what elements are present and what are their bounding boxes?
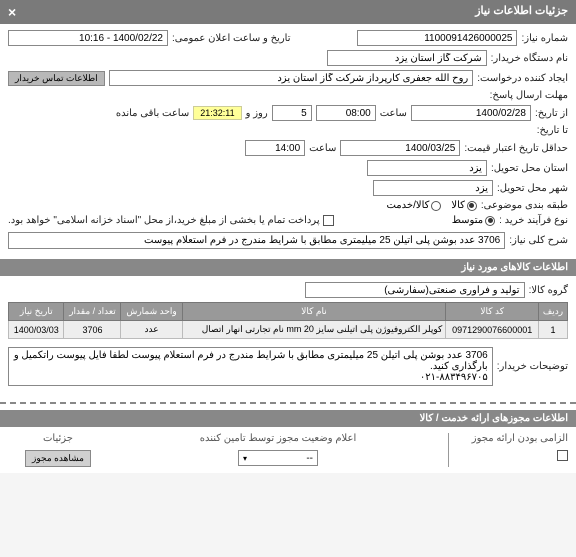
- mandatory-check[interactable]: [557, 450, 568, 461]
- requester-input[interactable]: [109, 70, 474, 86]
- permits-left-col: جزئیات مشاهده مجوز: [8, 433, 108, 467]
- cell-row: 1: [539, 321, 568, 339]
- separator: [0, 402, 576, 404]
- col-row: ردیف: [539, 303, 568, 321]
- table-header-row: ردیف کد کالا نام کالا واحد شمارش تعداد /…: [9, 303, 568, 321]
- main-form: شماره نیاز: تاریخ و ساعت اعلان عمومی: نا…: [0, 24, 576, 259]
- buyer-org-input[interactable]: [327, 50, 487, 66]
- time-label-2: ساعت: [309, 143, 336, 154]
- from-label: از تاریخ:: [535, 108, 568, 119]
- announce-label: تاریخ و ساعت اعلان عمومی:: [172, 33, 291, 44]
- need-no-label: شماره نیاز:: [521, 33, 568, 44]
- dropdown-value: --: [306, 453, 313, 464]
- day-label: روز و: [246, 108, 268, 119]
- validity-label: حداقل تاریخ اعتبار قیمت:: [464, 143, 568, 154]
- mandatory-label: الزامی بودن ارائه مجوز: [457, 433, 568, 444]
- package-radio-group: کالا کالا/خدمت: [386, 200, 476, 211]
- treasury-label: پرداخت تمام یا بخشی از مبلغ خرید،از محل …: [8, 215, 320, 226]
- col-name: نام کالا: [182, 303, 446, 321]
- group-input[interactable]: [305, 282, 525, 298]
- col-code: کد کالا: [446, 303, 539, 321]
- radio-goods-label: کالا: [451, 200, 465, 211]
- city-label: شهر محل تحویل:: [497, 183, 568, 194]
- province-label: استان محل تحویل:: [491, 163, 568, 174]
- cell-name: کوپلر الکتروفیوژن پلی اتیلنی سایز 20 mm …: [182, 321, 446, 339]
- radio-dot-icon: [467, 201, 477, 211]
- days-input[interactable]: [272, 105, 312, 121]
- group-label: گروه کالا:: [529, 285, 568, 296]
- from-time-input[interactable]: [316, 105, 376, 121]
- validity-date-input[interactable]: [340, 140, 460, 156]
- status-label: اعلام وضعیت مجوز توسط تامین کننده: [118, 433, 438, 444]
- table-row: 1 0971290076600001 کوپلر الکتروفیوژن پلی…: [9, 321, 568, 339]
- page-container: جزئیات اطلاعات نیاز × شماره نیاز: تاریخ …: [0, 0, 576, 473]
- buyer-org-label: نام دستگاه خریدار:: [491, 53, 568, 64]
- buyer-note-label: توضیحات خریدار:: [497, 361, 568, 372]
- cell-qty: 3706: [64, 321, 121, 339]
- close-icon[interactable]: ×: [8, 4, 16, 20]
- process-radio-group: متوسط: [452, 215, 495, 226]
- items-table: ردیف کد کالا نام کالا واحد شمارش تعداد /…: [8, 302, 568, 339]
- need-no-input[interactable]: [357, 30, 517, 46]
- radio-goods[interactable]: کالا: [451, 200, 477, 211]
- to-label: تا تاریخ:: [537, 125, 568, 136]
- radio-dot-icon: [485, 216, 495, 226]
- radio-goods-service-label: کالا/خدمت: [386, 200, 429, 211]
- page-title: جزئیات اطلاعات نیاز: [475, 4, 568, 20]
- countdown-badge: 21:32:11: [193, 106, 241, 120]
- col-qty: تعداد / مقدار: [64, 303, 121, 321]
- col-date: تاریخ نیاز: [9, 303, 64, 321]
- radio-goods-service[interactable]: کالا/خدمت: [386, 200, 441, 211]
- items-header: اطلاعات کالاهای مورد نیاز: [0, 259, 576, 276]
- radio-medium[interactable]: متوسط: [452, 215, 495, 226]
- remain-label: ساعت باقی مانده: [116, 108, 189, 119]
- permits-mid-col: اعلام وضعیت مجوز توسط تامین کننده --: [118, 433, 438, 467]
- cell-date: 1400/03/03: [9, 321, 64, 339]
- radio-dot-icon: [431, 201, 441, 211]
- from-date-input[interactable]: [411, 105, 531, 121]
- buyer-note-text[interactable]: 3706 عدد بوشن پلی اتیلن 25 میلیمتری مطاب…: [8, 347, 493, 386]
- time-label-1: ساعت: [380, 108, 407, 119]
- package-label: طبقه بندی موضوعی:: [481, 200, 568, 211]
- requester-label: ایجاد کننده درخواست:: [477, 73, 568, 84]
- deadline-label: مهلت ارسال پاسخ:: [498, 90, 568, 101]
- treasury-check[interactable]: پرداخت تمام یا بخشی از مبلغ خرید،از محل …: [8, 215, 334, 226]
- detail-label: جزئیات: [8, 433, 108, 444]
- checkbox-icon: [557, 450, 568, 461]
- cell-unit: عدد: [121, 321, 182, 339]
- permits-right-col: الزامی بودن ارائه مجوز: [448, 433, 568, 467]
- checkbox-icon: [323, 215, 334, 226]
- col-unit: واحد شمارش: [121, 303, 182, 321]
- cell-code: 0971290076600001: [446, 321, 539, 339]
- process-label: نوع فرآیند خرید :: [499, 215, 568, 226]
- permits-header: اطلاعات مجوزهای ارائه خدمت / کالا: [0, 410, 576, 427]
- city-input[interactable]: [373, 180, 493, 196]
- validity-time-input[interactable]: [245, 140, 305, 156]
- contact-button[interactable]: اطلاعات تماس خریدار: [8, 71, 105, 86]
- radio-medium-label: متوسط: [452, 215, 483, 226]
- title-bar: جزئیات اطلاعات نیاز ×: [0, 0, 576, 24]
- desc-text[interactable]: 3706 عدد بوشن پلی اتیلن 25 میلیمتری مطاب…: [8, 232, 505, 249]
- desc-label: شرح کلی نیاز:: [509, 235, 568, 246]
- view-permit-button[interactable]: مشاهده مجوز: [25, 450, 91, 467]
- announce-input[interactable]: [8, 30, 168, 46]
- province-input[interactable]: [367, 160, 487, 176]
- status-dropdown[interactable]: --: [238, 450, 318, 466]
